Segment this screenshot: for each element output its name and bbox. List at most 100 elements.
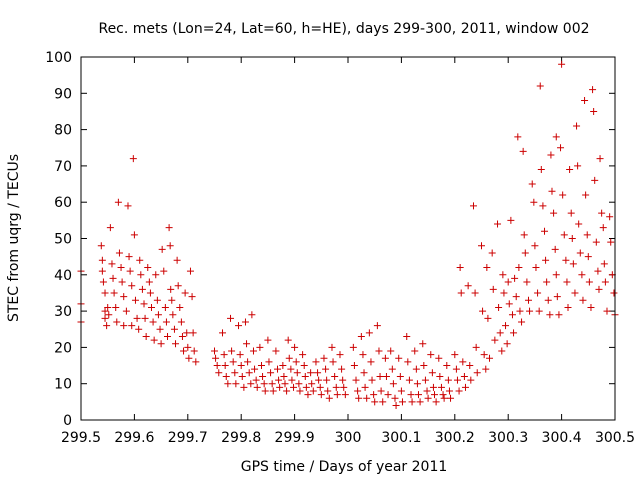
data-point [293,369,301,377]
data-point [161,303,169,311]
data-point [382,372,390,380]
data-point [606,213,614,221]
data-point [352,376,360,384]
data-point [541,227,549,235]
data-point [370,391,378,399]
data-point [600,260,608,268]
x-tick-label: 299.8 [221,430,261,446]
y-tick-label: 40 [54,268,72,284]
data-point [275,376,283,384]
data-point [571,289,579,297]
data-point [412,365,420,373]
data-point [128,282,136,290]
data-point [429,383,437,391]
data-point [397,387,405,395]
data-point [168,296,176,304]
data-point [491,336,499,344]
data-point [484,314,492,322]
data-point [215,369,223,377]
data-point [388,365,396,373]
data-point [253,383,261,391]
data-point [440,394,448,402]
data-point [333,391,341,399]
data-point [287,365,295,373]
data-point [413,380,421,388]
data-point [355,394,363,402]
data-point [338,365,346,373]
data-point [427,351,435,359]
data-point [405,376,413,384]
data-point [594,267,602,275]
data-point [368,376,376,384]
data-point [391,394,399,402]
data-point [416,398,424,406]
data-point [421,376,429,384]
data-point [240,383,248,391]
data-point [461,383,469,391]
data-point [544,296,552,304]
data-point [562,256,570,264]
data-point [469,202,477,210]
data-point [387,347,395,355]
data-point [190,347,198,355]
data-point [165,224,173,232]
data-point [122,307,130,315]
data-point [236,351,244,359]
data-point [451,351,459,359]
x-tick-label: 300.2 [435,430,475,446]
data-point [530,198,538,206]
data-point [471,289,479,297]
data-point [322,365,330,373]
data-point [173,256,181,264]
data-point [494,220,502,228]
data-point [131,296,139,304]
data-point [170,325,178,333]
data-point [354,387,362,395]
data-point [395,354,403,362]
data-point [558,60,566,68]
data-point [502,322,510,330]
data-point [453,376,461,384]
data-point [340,383,348,391]
data-point [452,365,460,373]
data-point [108,260,116,268]
data-point [479,307,487,315]
data-point [235,322,243,330]
data-point [384,391,392,399]
data-point [486,354,494,362]
data-point [224,380,232,388]
data-point [152,271,160,279]
data-point [158,245,166,253]
data-point [244,358,252,366]
data-point [584,253,592,261]
data-point [325,394,333,402]
data-point [590,107,598,115]
y-tick-label: 50 [54,232,72,248]
data-point [257,362,265,370]
data-point [308,380,316,388]
data-point [245,369,253,377]
data-point [531,242,539,250]
data-point [376,372,384,380]
data-point [404,358,412,366]
data-point [285,354,293,362]
data-point [423,387,431,395]
x-tick-label: 300.3 [488,430,528,446]
data-point [504,278,512,286]
data-point [559,191,567,199]
chart-title: Rec. mets (Lon=24, Lat=60, h=HE), days 2… [98,21,589,37]
data-point [283,387,291,395]
data-point [183,329,191,337]
data-point [392,401,400,409]
data-point [601,278,609,286]
data-point [428,369,436,377]
data-point [167,285,175,293]
y-tick-label: 90 [54,86,72,102]
data-point [520,231,528,239]
data-point [483,264,491,272]
data-point [290,383,298,391]
data-point [587,303,595,311]
data-point [145,278,153,286]
data-point [557,144,565,152]
